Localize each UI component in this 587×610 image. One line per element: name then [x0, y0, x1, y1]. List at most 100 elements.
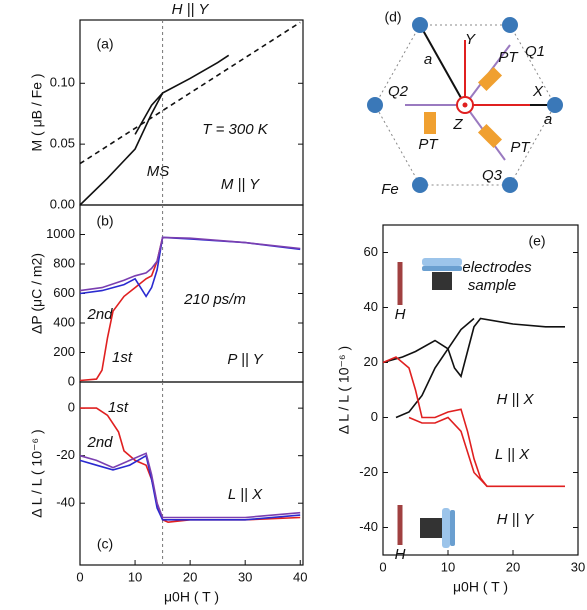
x-axis-label: μ0H ( T ) [453, 579, 508, 595]
y-axis-label: Δ L / L ( 10⁻⁶ ) [336, 346, 352, 434]
annotation: (c) [97, 536, 113, 552]
annotation: 1st [112, 349, 133, 366]
x-tick-label: 20 [183, 569, 197, 584]
annotation: MS [147, 163, 170, 180]
annotation: L || X [495, 446, 530, 463]
data-line [79, 21, 301, 165]
data-line [408, 416, 488, 487]
annotation: sample [468, 277, 516, 294]
chart-title: H || Y [172, 1, 210, 18]
data-line [79, 454, 301, 521]
annotation: (e) [528, 233, 545, 249]
x-tick-label: 20 [506, 559, 520, 574]
data-line [79, 236, 301, 292]
annotation: P || Y [227, 351, 263, 368]
y-tick-label: 20 [364, 354, 378, 369]
annotation: Q2 [388, 83, 409, 100]
y-tick-label: -40 [359, 519, 378, 534]
annotation: (d) [384, 9, 401, 25]
data-line [79, 237, 164, 382]
y-axis-label: Δ L / L ( 10⁻⁶ ) [29, 429, 45, 517]
annotation: electrodes [462, 259, 532, 276]
annotation: 2nd [86, 434, 113, 451]
y-axis-label: M ( μB / Fe ) [29, 73, 45, 151]
fe-atom [412, 177, 428, 193]
data-line [79, 452, 301, 519]
data-line [79, 54, 230, 206]
annotation: H || X [497, 391, 535, 408]
fe-atom [502, 177, 518, 193]
electrode [442, 508, 450, 548]
annotation: H [395, 306, 406, 323]
y-tick-label: 0 [68, 373, 75, 388]
y-tick-label: 600 [53, 285, 75, 300]
annotation: Q1 [525, 43, 545, 60]
y-tick-label: 1000 [46, 226, 75, 241]
annotation: X [532, 83, 544, 100]
x-tick-label: 30 [238, 569, 252, 584]
electrode [422, 258, 462, 266]
y-tick-label: 0 [68, 400, 75, 415]
annotation: L || X [228, 486, 263, 503]
x-tick-label: 0 [379, 559, 386, 574]
y-tick-label: 0.00 [50, 196, 75, 211]
annotation: T = 300 K [202, 121, 268, 138]
y-tick-label: 60 [364, 244, 378, 259]
annotation: PT [510, 139, 531, 156]
fe-atom [502, 17, 518, 33]
y-tick-label: -20 [56, 447, 75, 462]
annotation: 2nd [86, 306, 113, 323]
z-axis [462, 102, 468, 108]
plot-frame [79, 381, 304, 566]
y-tick-label: -20 [359, 464, 378, 479]
panel: (b) 210 ps/m 2nd 1st P || Y 0 200 400 600 800 1000… [29, 204, 304, 388]
fe-atom [547, 97, 563, 113]
x-tick-label: 0 [76, 569, 83, 584]
y-tick-label: 0.05 [50, 136, 75, 151]
y-tick-label: 0 [371, 409, 378, 424]
y-tick-label: 0.10 [50, 75, 75, 90]
y-tick-label: 200 [53, 344, 75, 359]
data-line [382, 356, 565, 488]
panel: (a) T = 300 K M || Y MS H || Y 0.00 0.05 0.10 M … [29, 1, 304, 211]
polarization-arrow [477, 66, 503, 92]
sample [432, 272, 452, 290]
electrode [450, 510, 455, 546]
fe-atom [412, 17, 428, 33]
x-tick-label: 30 [571, 559, 585, 574]
y-tick-label: -40 [56, 495, 75, 510]
electrode [422, 266, 462, 271]
annotation: a [544, 111, 552, 128]
polarization-arrow [424, 112, 436, 134]
annotation: Q3 [482, 167, 503, 184]
y-tick-label: 40 [364, 299, 378, 314]
annotation: H || Y [497, 511, 535, 528]
annotation: Z [452, 116, 463, 133]
sample-icons [397, 258, 462, 548]
data-line [79, 236, 301, 298]
data-line [395, 317, 475, 419]
data-line [382, 317, 565, 379]
data-line [134, 92, 164, 135]
x-axis-label: μ0H ( T ) [164, 589, 219, 605]
data-line [80, 407, 301, 524]
fe-atom [367, 97, 383, 113]
fe-atoms [367, 17, 563, 193]
annotation: Y [465, 31, 476, 48]
y-tick-label: 800 [53, 255, 75, 270]
a-vector [419, 24, 466, 106]
annotation: (a) [96, 36, 113, 52]
x-tick-label: 40 [293, 569, 307, 584]
annotation: 210 ps/m [183, 291, 246, 308]
panel: (c) 1st 2nd L || X 0 -20 -40 0 10 20 30 40 Δ L / L (… [29, 381, 307, 605]
polarization-arrow [477, 123, 503, 149]
x-tick-label: 10 [441, 559, 455, 574]
annotation: 1st [108, 399, 129, 416]
sample [420, 518, 442, 538]
annotation: (b) [96, 213, 113, 229]
y-axis-label: ΔP (μC / m2) [29, 253, 45, 334]
lattice-diagram [367, 17, 563, 193]
annotation: PT [498, 49, 519, 66]
